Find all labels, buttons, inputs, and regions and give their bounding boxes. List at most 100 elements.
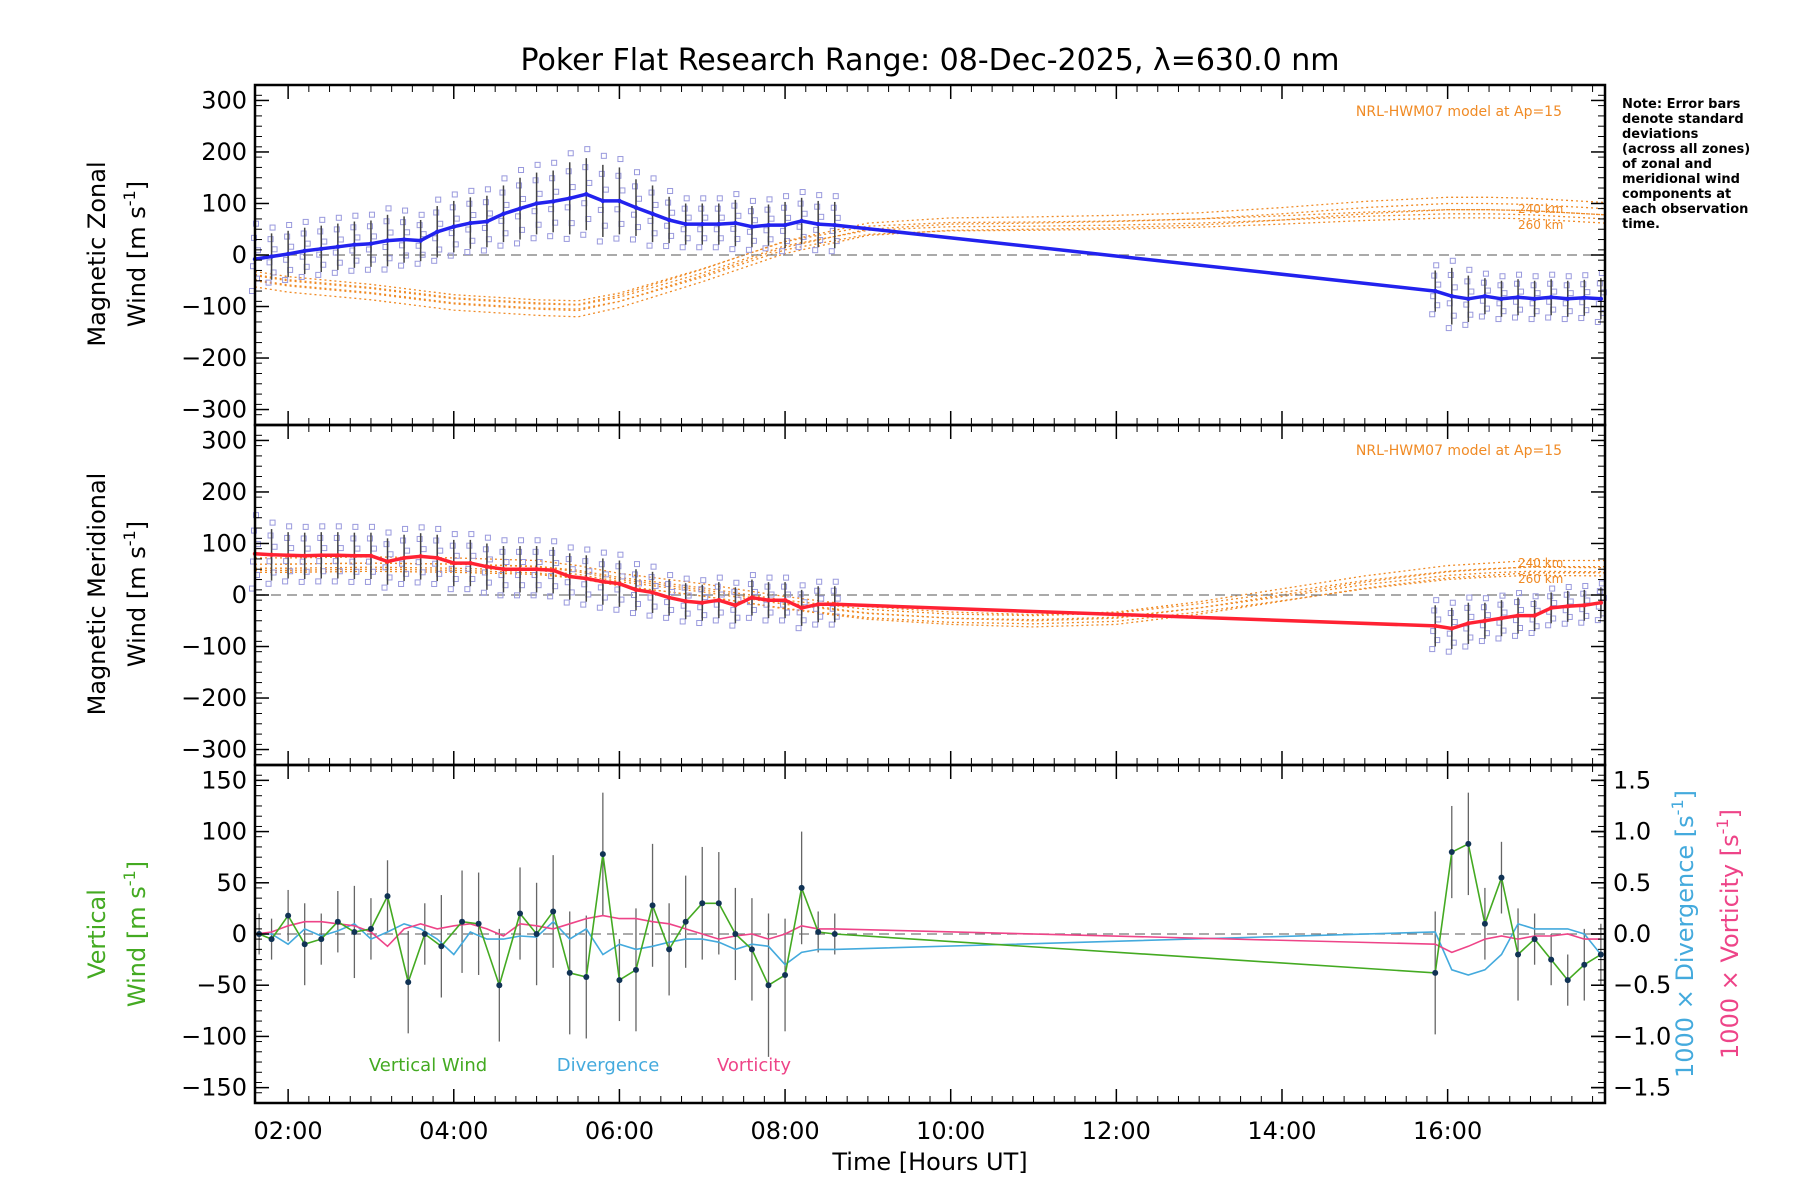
merid-zone-point <box>337 545 344 552</box>
vorticity-line <box>254 914 1601 954</box>
merid-zone-point <box>1512 632 1519 639</box>
merid-zone-point <box>617 551 624 558</box>
note-line: (across all zones) <box>1622 142 1750 157</box>
merid-zone-point <box>832 578 839 585</box>
zonal-wind-point <box>1565 296 1570 301</box>
merid-zone-point <box>563 599 570 606</box>
zonal-zone-point <box>315 271 322 278</box>
merid-zone-point <box>667 572 674 579</box>
merid-zone-point <box>480 589 487 596</box>
zonal-zone-point <box>418 211 425 218</box>
vertical-wind-point <box>815 928 822 935</box>
zonal-zone-point <box>402 207 409 214</box>
x-tick-label: 12:00 <box>1082 1117 1151 1145</box>
zonal-zone-point <box>646 242 653 249</box>
merid-zone-point <box>1482 595 1489 602</box>
merid-wind-point <box>1482 618 1488 623</box>
vertical-wind-point <box>1481 920 1488 927</box>
merid-zone-point <box>1565 584 1572 591</box>
merid-zone-point <box>1495 635 1502 642</box>
zonal-zone-point <box>282 277 289 284</box>
zonal-zone-point <box>633 169 640 176</box>
vertical-wind-point <box>533 931 540 937</box>
merid-zone-point <box>534 537 541 544</box>
zonal-zone-point <box>482 199 489 206</box>
zonal-zone-point <box>514 240 521 247</box>
zonal-zone-point <box>267 236 274 243</box>
merid-zone-point <box>348 578 355 585</box>
merid-zone-point <box>331 578 338 585</box>
merid-zone-point <box>1549 585 1556 592</box>
merid-zone-point <box>795 625 802 632</box>
zonal-zone-point <box>1534 290 1541 297</box>
merid-zone-point <box>650 563 657 570</box>
vertical-wind-point <box>268 936 275 943</box>
merid-zone-point <box>1468 613 1475 620</box>
merid-zone-point <box>1478 638 1485 645</box>
zonal-zone-point <box>729 246 736 253</box>
zonal-zone-point <box>731 202 738 209</box>
zonal-zone-point <box>834 214 841 221</box>
merid-zone-point <box>514 592 521 599</box>
merid-wind-point <box>832 602 837 607</box>
merid-zone-point <box>633 561 640 568</box>
merid-zone-point <box>315 578 322 585</box>
zonal-zone-point <box>1499 273 1506 280</box>
zonal-zone-point <box>1528 316 1535 323</box>
zonal-model-curve <box>254 213 1606 306</box>
zonal-zone-point <box>464 249 471 256</box>
zonal-zone-point <box>1563 282 1570 289</box>
merid-zone-point <box>733 579 740 586</box>
zonal-wind-point <box>385 238 390 243</box>
merid-zone-point <box>547 593 554 600</box>
vertical-wind-line <box>258 842 1602 988</box>
zonal-zone-point <box>681 205 688 212</box>
merid-zone-point <box>1561 620 1568 627</box>
right-axis-tick-label: 1.0 <box>1613 818 1651 846</box>
merid-zone-point <box>518 537 525 544</box>
zonal-wind-point <box>1548 295 1554 300</box>
merid-wind-point <box>749 595 755 600</box>
merid-zone-point <box>383 541 390 548</box>
zonal-zone-point <box>698 205 705 212</box>
zonal-zone-point <box>383 218 390 225</box>
zonal-wind-point <box>368 241 374 246</box>
merid-zone-point <box>646 612 653 619</box>
zonal-240km-label: 240 km <box>1518 202 1563 216</box>
zonal-zone-point <box>337 236 344 243</box>
zonal-wind-point <box>650 211 655 216</box>
merid-model-curve <box>255 570 1606 625</box>
merid-zone-point <box>335 523 342 530</box>
note-block: Note: Error bars denote standard deviati… <box>1622 97 1750 232</box>
merid-zone-point <box>551 538 558 545</box>
zonal-zone-point <box>551 159 558 166</box>
vertical-wind-point <box>405 979 412 986</box>
vert-ylabel-line2: Wind [m s-1] <box>120 861 151 1007</box>
zonal-zone-point <box>547 233 554 240</box>
zonal-zone-point <box>420 231 427 238</box>
right-axis-tick-label: 1.5 <box>1613 766 1651 794</box>
vertical-wind-point <box>438 943 445 950</box>
vertical-wind-point <box>682 918 689 925</box>
merid-zone-point <box>1451 619 1458 626</box>
zonal-zone-point <box>700 195 707 202</box>
merid-zone-point <box>816 578 823 585</box>
right-axis-tick-label: −1.5 <box>1613 1074 1671 1102</box>
zonal-zone-point <box>569 184 576 191</box>
merid-zone-point <box>321 545 328 552</box>
merid-wind-point <box>401 555 407 561</box>
vertical-wind-point <box>1581 961 1588 968</box>
merid-zone-point <box>354 545 361 552</box>
zonal-zone-point <box>400 219 407 226</box>
vert-frame <box>253 763 1607 1105</box>
merid-wind-point <box>584 576 589 581</box>
zonal-zone-point <box>733 191 740 198</box>
merid-wind-point <box>633 587 639 593</box>
legend-vertical-wind: Vertical Wind <box>369 1055 487 1076</box>
merid-zone-point <box>1462 643 1469 650</box>
zonal-zone-point <box>764 206 771 213</box>
zonal-wind-point <box>285 251 291 257</box>
zonal-zone-point <box>501 175 508 182</box>
zonal-zone-point <box>1584 289 1591 296</box>
zonal-zone-point <box>635 195 642 202</box>
